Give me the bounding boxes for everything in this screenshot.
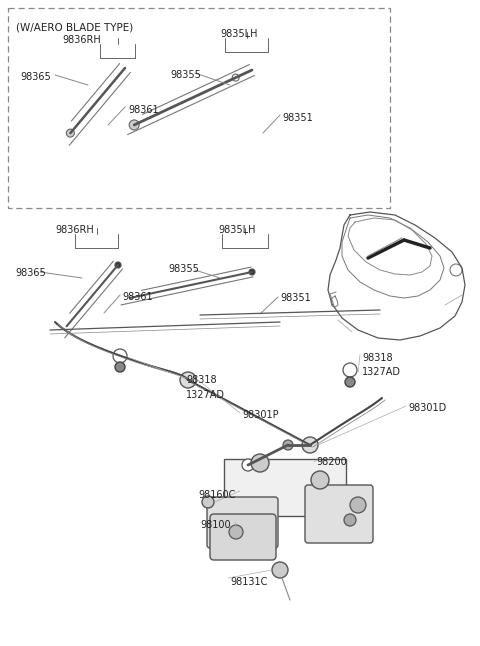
Circle shape xyxy=(202,496,214,508)
FancyBboxPatch shape xyxy=(207,497,278,548)
Circle shape xyxy=(345,377,355,387)
Text: 98365: 98365 xyxy=(20,72,51,82)
Circle shape xyxy=(251,454,269,472)
Text: (W/AERO BLADE TYPE): (W/AERO BLADE TYPE) xyxy=(16,22,133,32)
Circle shape xyxy=(272,562,288,578)
Text: 9836RH: 9836RH xyxy=(55,225,94,235)
Circle shape xyxy=(311,471,329,489)
Text: 9836RH: 9836RH xyxy=(62,35,101,45)
Circle shape xyxy=(66,129,74,137)
Circle shape xyxy=(343,363,357,377)
Circle shape xyxy=(115,262,121,268)
Text: 98318: 98318 xyxy=(362,353,393,363)
Text: 98301D: 98301D xyxy=(408,403,446,413)
Text: 98361: 98361 xyxy=(128,105,158,115)
Circle shape xyxy=(344,514,356,526)
Circle shape xyxy=(113,349,127,363)
Text: 98361: 98361 xyxy=(122,292,153,302)
Text: 1327AD: 1327AD xyxy=(186,390,225,400)
Circle shape xyxy=(283,440,293,450)
Text: 98351: 98351 xyxy=(282,113,313,123)
Text: 98100: 98100 xyxy=(200,520,230,530)
Circle shape xyxy=(115,362,125,372)
Bar xyxy=(8,8,390,208)
Text: 98301P: 98301P xyxy=(242,410,278,420)
Text: 98200: 98200 xyxy=(316,457,347,467)
Text: 98351: 98351 xyxy=(280,293,311,303)
Circle shape xyxy=(129,120,139,130)
Circle shape xyxy=(229,525,243,539)
Circle shape xyxy=(350,497,366,513)
Text: 1327AD: 1327AD xyxy=(362,367,401,377)
FancyBboxPatch shape xyxy=(224,459,346,516)
Text: 98355: 98355 xyxy=(170,70,201,80)
Circle shape xyxy=(180,372,196,388)
FancyBboxPatch shape xyxy=(210,514,276,560)
Text: 9835LH: 9835LH xyxy=(218,225,255,235)
Circle shape xyxy=(242,459,254,471)
Circle shape xyxy=(232,74,239,81)
Circle shape xyxy=(302,437,318,453)
Text: 98365: 98365 xyxy=(15,268,46,278)
FancyBboxPatch shape xyxy=(305,485,373,543)
Circle shape xyxy=(249,269,255,275)
Text: 98131C: 98131C xyxy=(230,577,267,587)
Text: 98355: 98355 xyxy=(168,264,199,274)
Text: 98160C: 98160C xyxy=(198,490,235,500)
Text: 9835LH: 9835LH xyxy=(220,29,257,39)
Text: 98318: 98318 xyxy=(186,375,216,385)
